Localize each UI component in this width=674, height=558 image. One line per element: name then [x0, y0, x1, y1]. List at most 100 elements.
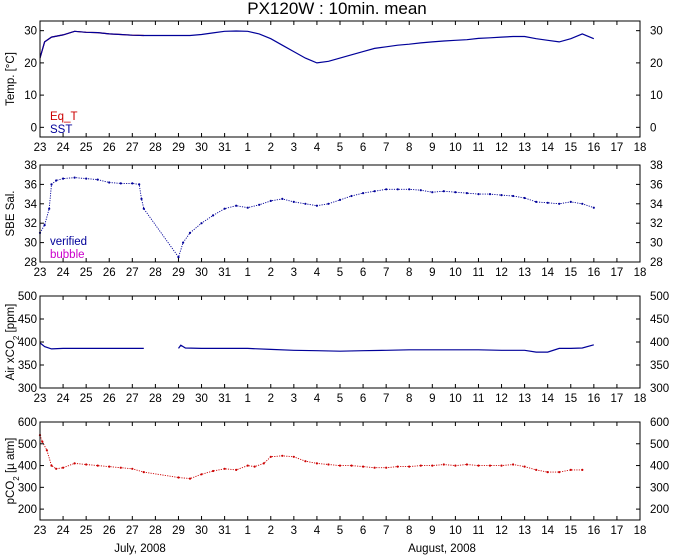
x-tick-label: 1	[244, 393, 250, 405]
data-point-salinity	[138, 183, 141, 186]
y-tick-label-left: 20	[24, 58, 37, 70]
month-label-july: July, 2008	[114, 543, 166, 555]
x-tick-label: 25	[80, 525, 93, 537]
x-tick-label: 6	[360, 393, 366, 405]
x-tick-label: 13	[518, 142, 531, 154]
plot-frame-pco2	[39, 421, 641, 521]
y-tick-label-right: 400	[650, 337, 669, 349]
y-tick-label-right: 10	[650, 90, 663, 102]
x-tick-label: 5	[337, 142, 343, 154]
data-point-pco2	[488, 464, 492, 467]
x-tick-label: 10	[449, 142, 462, 154]
series-line-temp-1	[39, 30, 595, 64]
data-point-salinity	[546, 201, 549, 204]
x-tick-label: 29	[172, 142, 185, 154]
data-point-salinity	[592, 206, 595, 209]
x-tick-label: 4	[314, 393, 321, 405]
x-tick-label: 7	[383, 267, 389, 279]
y-tick-label-right: 30	[650, 26, 663, 38]
x-tick-label: 13	[518, 393, 531, 405]
data-point-pco2	[85, 463, 88, 466]
data-point-pco2	[362, 465, 365, 468]
y-tick-label-left: 450	[18, 314, 37, 326]
plot-frame-salinity	[39, 164, 641, 263]
y-tick-label-left: 350	[18, 360, 37, 372]
x-tick-label: 8	[406, 267, 412, 279]
x-tick-label: 23	[34, 525, 47, 537]
x-tick-label: 1	[244, 267, 250, 279]
data-point-pco2	[188, 477, 192, 480]
y-tick-label-left: 300	[18, 383, 37, 395]
x-tick-label: 26	[103, 267, 116, 279]
x-tick-label: 30	[195, 142, 208, 154]
x-tick-label: 9	[429, 142, 435, 154]
y-tick-label-left: 28	[24, 257, 37, 269]
legend-entry-eq_t: Eq_T	[50, 111, 78, 123]
y-tick-label-right: 350	[650, 360, 669, 372]
x-tick-label: 24	[57, 393, 70, 405]
x-tick-label: 11	[472, 393, 484, 405]
x-tick-label: 25	[80, 267, 93, 279]
y-tick-label-right: 0	[650, 122, 656, 134]
data-point-salinity	[442, 190, 445, 193]
x-tick-label: 14	[541, 393, 554, 405]
x-tick-label: 17	[611, 267, 624, 279]
x-tick-label: 3	[291, 393, 297, 405]
x-tick-label: 15	[564, 393, 577, 405]
x-tick-label: 5	[337, 525, 343, 537]
x-tick-label: 7	[383, 393, 389, 405]
y-tick-label-right: 200	[650, 504, 669, 516]
data-point-pco2	[419, 464, 422, 467]
data-point-salinity	[140, 197, 143, 200]
x-tick-label: 18	[634, 525, 647, 537]
x-tick-label: 27	[126, 525, 139, 537]
y-tick-label-left: 10	[24, 90, 37, 102]
data-point-salinity	[119, 182, 122, 185]
y-tick-label-right: 38	[650, 160, 663, 172]
x-tick-label: 3	[291, 267, 297, 279]
y-tick-label-right: 20	[650, 58, 663, 70]
panels: 23 24 25 26 27 28 29 30 31 1 2 3 4 5 6 7 8 9 10 11 12 13 14 15 1…	[5, 20, 669, 537]
x-tick-label: 6	[360, 267, 366, 279]
x-tick-label: 14	[541, 267, 554, 279]
x-tick-label: 28	[149, 142, 162, 154]
data-point-salinity	[454, 191, 457, 194]
x-tick-label: 25	[80, 142, 93, 154]
x-tick-label: 9	[429, 393, 435, 405]
y-tick-label-right: 400	[650, 461, 669, 473]
y-tick-label-right: 30	[650, 238, 663, 250]
x-tick-label: 31	[218, 525, 231, 537]
y-tick-label-left: 38	[24, 160, 37, 172]
y-tick-label-right: 600	[650, 417, 669, 429]
x-tick-label: 5	[337, 393, 343, 405]
y-tick-label-left: 200	[18, 504, 37, 516]
y-tick-label-left: 36	[24, 179, 37, 191]
x-tick-label: 18	[634, 267, 647, 279]
y-tick-label-right: 300	[650, 383, 669, 395]
x-tick-label: 1	[244, 525, 250, 537]
x-tick-label: 8	[406, 525, 412, 537]
x-tick-label: 31	[218, 393, 231, 405]
x-tick-label: 11	[472, 142, 484, 154]
y-tick-label-left: 500	[18, 291, 37, 303]
plot-frame-airco2	[39, 295, 641, 389]
x-tick-label: 29	[172, 525, 185, 537]
y-tick-label-right: 32	[650, 218, 663, 230]
plot-frame-temp	[39, 20, 641, 138]
y-tick-label-right: 34	[650, 199, 663, 211]
x-tick-label: 13	[518, 267, 531, 279]
x-tick-label: 17	[611, 525, 624, 537]
x-tick-label: 3	[291, 142, 297, 154]
data-point-pco2	[177, 476, 180, 479]
x-tick-label: 28	[149, 525, 162, 537]
x-tick-label: 4	[314, 142, 321, 154]
data-point-pco2	[477, 464, 480, 467]
x-tick-label: 24	[57, 267, 70, 279]
x-tick-label: 12	[495, 525, 508, 537]
x-tick-label: 26	[103, 525, 116, 537]
legend-entry-bubble: bubble	[50, 249, 85, 261]
data-point-pco2	[55, 467, 58, 470]
x-tick-label: 10	[449, 267, 462, 279]
y-tick-label-left: 30	[24, 238, 37, 250]
